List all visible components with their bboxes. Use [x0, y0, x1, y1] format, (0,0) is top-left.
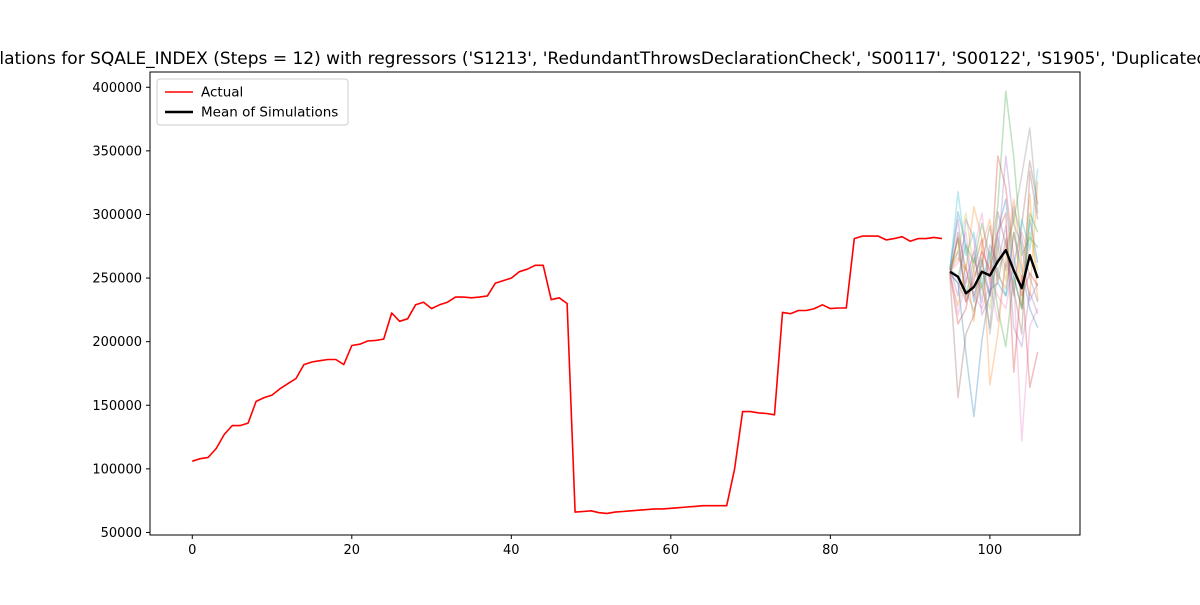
simulation-run-line	[949, 212, 1039, 316]
simulation-run-line	[949, 193, 1039, 323]
plot-frame	[149, 71, 1081, 536]
y-tick-label: 300000	[92, 208, 142, 223]
chart-title: Simulations for SQALE_INDEX (Steps = 12)…	[0, 49, 1200, 69]
actual-series-line	[192, 235, 943, 515]
simulation-run-line	[949, 155, 1039, 325]
y-tick-label: 250000	[92, 272, 142, 287]
data-series	[192, 235, 1039, 515]
legend-label-mean: Mean of Simulations	[201, 105, 338, 121]
x-tick-label: 80	[822, 543, 839, 558]
simulation-run-line	[949, 170, 1039, 335]
simulation-run-line	[949, 160, 1039, 399]
legend-box	[156, 78, 349, 126]
y-tick-label: 350000	[92, 144, 142, 159]
y-tick-label: 50000	[101, 526, 142, 541]
y-tick-label: 100000	[92, 462, 142, 477]
simulation-runs	[949, 90, 1039, 442]
simulation-run-line	[949, 168, 1039, 297]
simulation-run-line	[949, 181, 1039, 386]
x-tick-label: 20	[344, 543, 361, 558]
y-axis-ticks: 50000 100000 150000 200000 250000 300000 35000…	[92, 81, 150, 541]
x-tick-label: 100	[977, 543, 1002, 558]
simulation-run-line	[949, 198, 1039, 310]
mean-simulations-line	[949, 248, 1039, 295]
simulation-run-line	[949, 206, 1039, 329]
y-tick-label: 400000	[92, 81, 142, 96]
simulation-run-line	[949, 212, 1039, 348]
y-tick-label: 200000	[92, 335, 142, 350]
simulation-run-line	[949, 211, 1039, 310]
simulation-run-line	[949, 90, 1039, 298]
x-tick-label: 60	[663, 543, 680, 558]
x-tick-label: 40	[503, 543, 520, 558]
x-axis-ticks: 0 20 40 60 80 100	[188, 535, 1002, 558]
simulation-run-line	[949, 218, 1039, 348]
legend: Actual Mean of Simulations	[156, 78, 349, 126]
x-tick-label: 0	[188, 543, 196, 558]
y-tick-label: 150000	[92, 399, 142, 414]
simulation-run-line	[949, 231, 1039, 442]
simulation-run-line	[949, 127, 1039, 335]
simulation-run-line	[949, 155, 1039, 316]
simulation-run-line	[949, 231, 1039, 418]
legend-label-actual: Actual	[201, 85, 243, 101]
